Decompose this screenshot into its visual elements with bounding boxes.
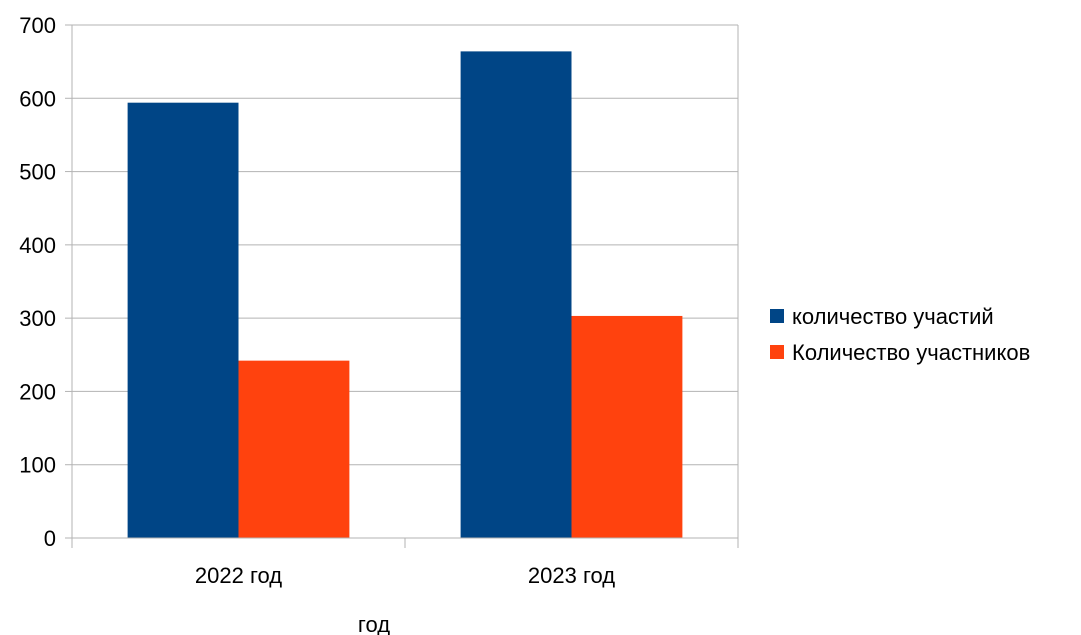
y-tick-label: 400 bbox=[19, 233, 56, 258]
legend-label: Количество участников bbox=[792, 340, 1030, 365]
legend-label: количество участий bbox=[792, 304, 994, 329]
y-tick-labels: 0 100 200 300 400 500 600 700 bbox=[19, 13, 56, 551]
legend-swatch bbox=[770, 345, 784, 359]
y-tick-label: 100 bbox=[19, 453, 56, 478]
legend: количество участий Количество участников bbox=[770, 304, 1030, 365]
y-tick-label: 500 bbox=[19, 160, 56, 185]
legend-swatch bbox=[770, 309, 784, 323]
bar-participants bbox=[238, 360, 350, 538]
y-tick-label: 700 bbox=[19, 13, 56, 38]
bar-participants bbox=[571, 315, 683, 538]
y-tick-label: 0 bbox=[44, 526, 56, 551]
y-tick-label: 200 bbox=[19, 379, 56, 404]
x-tick-label: 2023 год bbox=[528, 563, 615, 588]
legend-item: количество участий bbox=[770, 304, 994, 329]
legend-item: Количество участников bbox=[770, 340, 1030, 365]
y-tick-label: 300 bbox=[19, 306, 56, 331]
bars bbox=[127, 51, 683, 538]
bar-participations bbox=[460, 51, 572, 538]
x-tick-label: 2022 год bbox=[195, 563, 282, 588]
axes bbox=[65, 24, 739, 548]
x-axis-title: год bbox=[358, 612, 390, 635]
x-tick-labels: 2022 год 2023 год bbox=[195, 563, 615, 588]
bar-participations bbox=[127, 102, 239, 538]
y-tick-label: 600 bbox=[19, 86, 56, 111]
